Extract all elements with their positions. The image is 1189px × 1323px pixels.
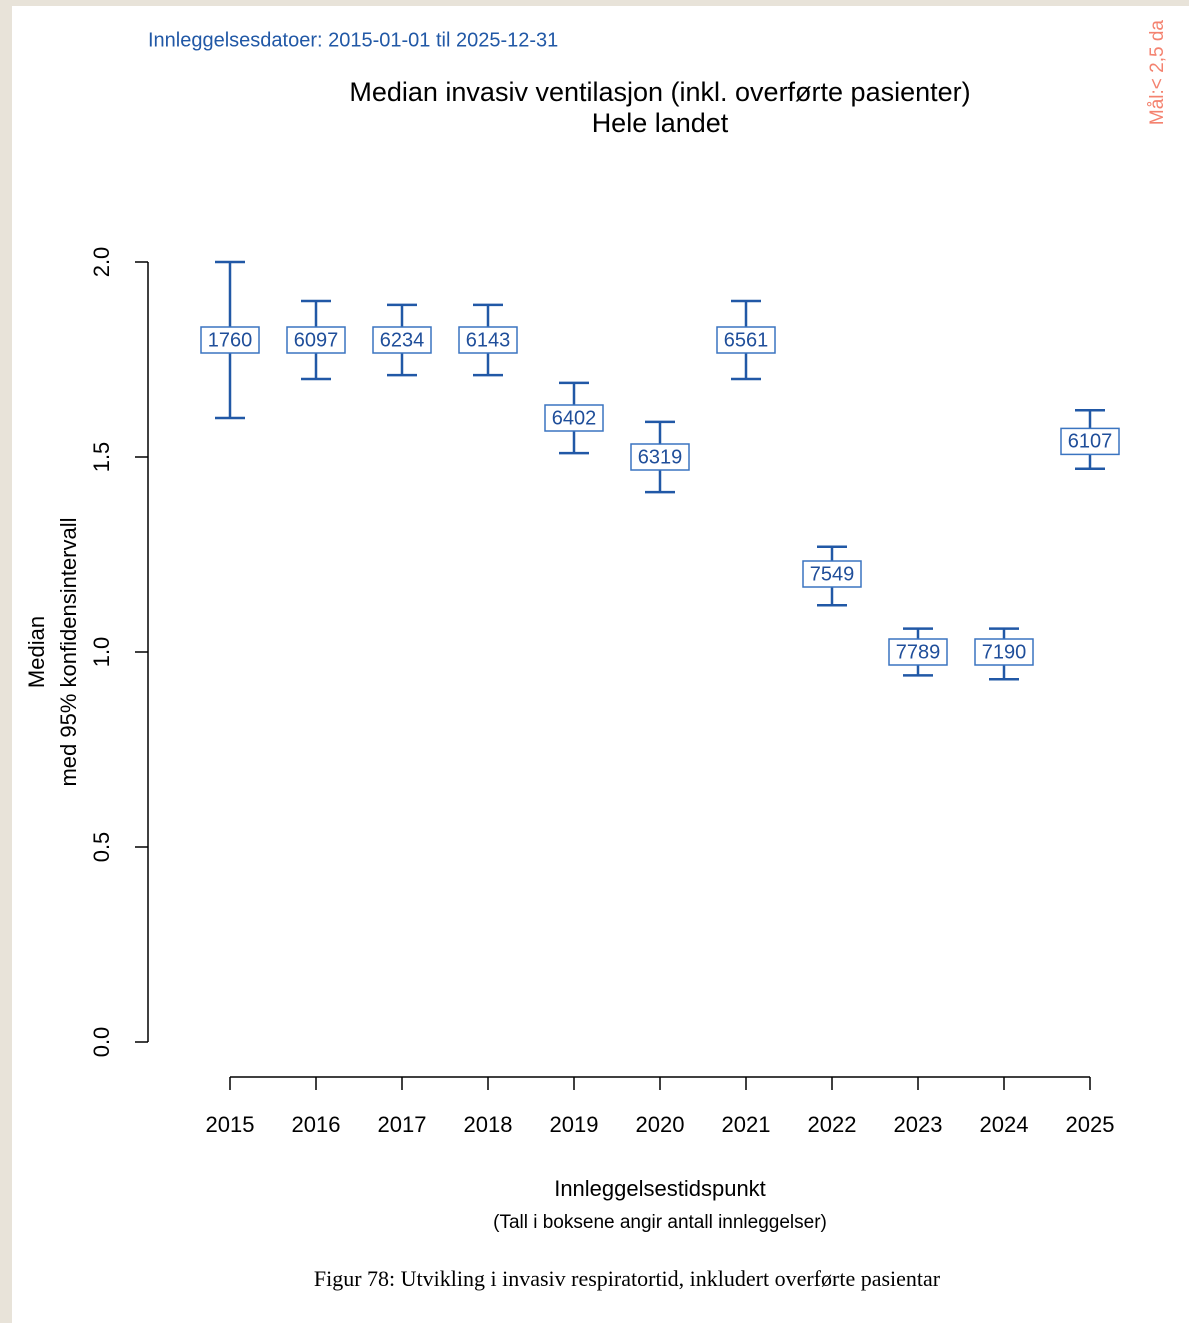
figure-caption: Figur 78: Utvikling i invasiv respirator… bbox=[314, 1266, 941, 1291]
count-label: 6319 bbox=[638, 446, 683, 468]
median-box bbox=[716, 326, 776, 354]
count-label: 6107 bbox=[1068, 431, 1113, 453]
y-tick-label: 2.0 bbox=[89, 247, 114, 278]
count-label: 6561 bbox=[724, 329, 769, 351]
x-tick-label: 2016 bbox=[292, 1112, 341, 1137]
median-box bbox=[888, 638, 948, 666]
median-box bbox=[286, 326, 346, 354]
count-label: 7549 bbox=[810, 563, 855, 585]
median-box bbox=[974, 638, 1034, 666]
x-axis-note: (Tall i boksene angir antall innleggelse… bbox=[493, 1212, 827, 1233]
x-tick-label: 2021 bbox=[722, 1112, 771, 1137]
count-label: 1760 bbox=[208, 329, 253, 351]
median-box bbox=[630, 443, 690, 471]
chart-title: Median invasiv ventilasjon (inkl. overfø… bbox=[349, 77, 970, 107]
x-tick-label: 2017 bbox=[378, 1112, 427, 1137]
count-label: 6143 bbox=[466, 329, 511, 351]
y-axis-label: med 95% konfidensintervall bbox=[56, 517, 81, 786]
median-box bbox=[544, 404, 604, 432]
x-axis-label: Innleggelsestidspunkt bbox=[554, 1176, 766, 1201]
y-tick-label: 0.0 bbox=[89, 1027, 114, 1058]
x-tick-label: 2025 bbox=[1066, 1112, 1115, 1137]
y-tick-label: 0.5 bbox=[89, 832, 114, 863]
x-tick-label: 2022 bbox=[808, 1112, 857, 1137]
count-label: 7789 bbox=[896, 641, 941, 663]
y-tick-label: 1.5 bbox=[89, 442, 114, 473]
median-box bbox=[802, 560, 862, 588]
target-note: Mål:< 2,5 da bbox=[1147, 20, 1168, 126]
count-label: 7190 bbox=[982, 641, 1027, 663]
median-box bbox=[372, 326, 432, 354]
chart-subtitle: Hele landet bbox=[592, 108, 729, 138]
x-tick-label: 2020 bbox=[636, 1112, 685, 1137]
x-tick-label: 2018 bbox=[464, 1112, 513, 1137]
x-tick-label: 2023 bbox=[894, 1112, 943, 1137]
count-label: 6234 bbox=[380, 329, 425, 351]
y-axis-label: Median bbox=[24, 616, 49, 688]
annotation: Innleggelsesdatoer: 2015-01-01 til 2025-… bbox=[148, 29, 558, 51]
median-box bbox=[200, 326, 260, 354]
x-tick-label: 2015 bbox=[206, 1112, 255, 1137]
count-label: 6097 bbox=[294, 329, 339, 351]
count-label: 6402 bbox=[552, 407, 597, 429]
median-box bbox=[1060, 427, 1120, 456]
y-tick-label: 1.0 bbox=[89, 637, 114, 668]
x-tick-label: 2024 bbox=[980, 1112, 1029, 1137]
median-box bbox=[458, 326, 518, 354]
x-tick-label: 2019 bbox=[550, 1112, 599, 1137]
